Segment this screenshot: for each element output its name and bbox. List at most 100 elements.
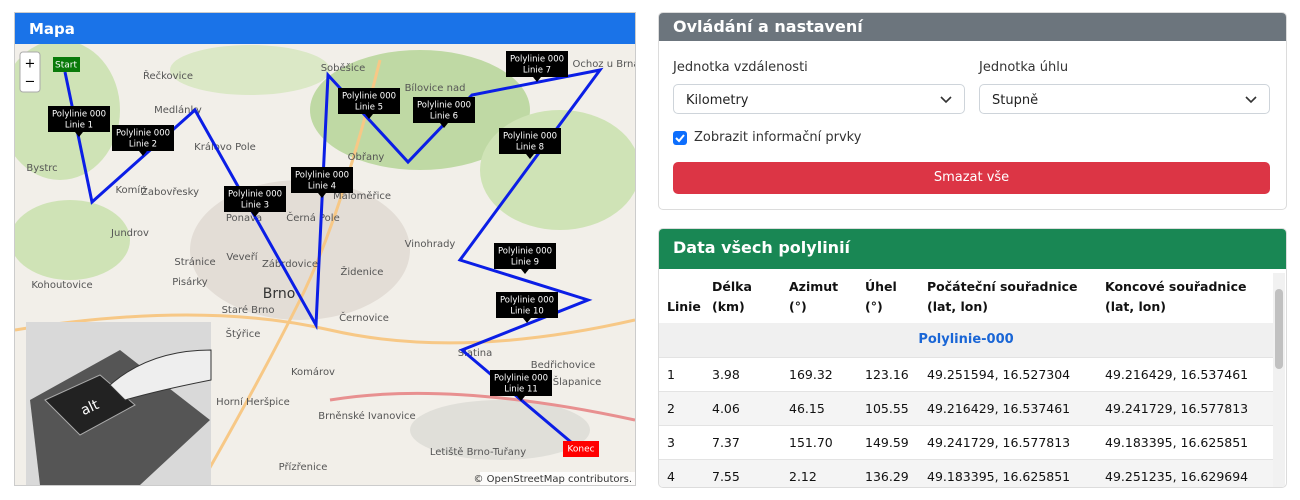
place-name: Černovice — [339, 311, 389, 324]
line-label-title: Polylinie 000 — [503, 132, 557, 142]
table-cell: 3 — [667, 435, 675, 450]
line-label-box — [490, 370, 552, 396]
line-label-title: Polylinie 000 — [498, 247, 552, 257]
alt-key — [44, 374, 136, 436]
line-label-pointer — [526, 154, 534, 159]
table-header: (lat, lon) — [927, 299, 988, 314]
line-label-title: Polylinie 000 — [510, 55, 564, 65]
distance-label: Jednotka vzdálenosti — [673, 60, 808, 75]
table-cell: 49.216429, 16.537461 — [927, 401, 1071, 416]
table-cell: 136.29 — [865, 469, 909, 484]
distance-select[interactable]: Kilometry — [673, 84, 965, 114]
table-cell: 7.37 — [712, 435, 740, 450]
line-label-name: Linie 5 — [355, 103, 383, 113]
table-cell: 49.241729, 16.577813 — [927, 435, 1071, 450]
place-name: Královo Pole — [194, 141, 256, 153]
end-label: Konec — [567, 445, 594, 455]
line-label-pointer — [251, 212, 259, 217]
map-title: Mapa — [15, 13, 635, 45]
line-label-name: Linie 7 — [523, 66, 551, 76]
table-cell: 49.183395, 16.625851 — [1105, 435, 1249, 450]
place-name: Jundrov — [110, 228, 149, 239]
line-label-pointer — [517, 396, 525, 401]
line-label-pointer — [318, 193, 326, 198]
table-cell: 4.06 — [712, 401, 740, 416]
line-label-title: Polylinie 000 — [500, 296, 554, 306]
line-label-pointer — [365, 114, 373, 119]
table-cell: 3.98 — [712, 367, 740, 382]
line-label-box — [494, 243, 556, 269]
table-cell: 123.16 — [865, 367, 909, 382]
line-label-title: Polylinie 000 — [228, 190, 282, 200]
line-label-box — [413, 97, 475, 123]
table-cell: 46.15 — [789, 401, 825, 416]
place-name: Bedřichovice — [531, 359, 596, 371]
table-header: (°) — [789, 299, 807, 314]
table-header: (km) — [712, 299, 745, 314]
angle-select[interactable]: Stupně — [979, 84, 1270, 114]
table-row — [659, 391, 1273, 426]
line-label-name: Linie 8 — [516, 143, 544, 153]
place-name: Horní Heršpice — [216, 396, 290, 408]
line-label-box — [224, 186, 286, 212]
table-cell: 49.251594, 16.527304 — [927, 367, 1071, 382]
table-header: Délka — [712, 279, 752, 294]
table-header: Linie — [667, 299, 701, 314]
line-label-pointer — [440, 123, 448, 128]
checkbox-label[interactable]: Zobrazit informační prvky — [694, 130, 862, 145]
alt-key-label: alt — [78, 397, 102, 419]
table-cell: 7.55 — [712, 469, 740, 484]
line-label-pointer — [523, 318, 531, 323]
table-cell: 49.241729, 16.577813 — [1105, 401, 1249, 416]
line-label-name: Linie 1 — [65, 121, 93, 131]
attribution: © OpenStreetMap contributors. — [473, 474, 632, 485]
place-name: Ponava — [226, 213, 262, 224]
chevron — [1245, 96, 1257, 104]
road — [198, 59, 382, 485]
line-label-name: Linie 6 — [430, 112, 458, 122]
place-name: Brno — [263, 286, 296, 302]
place-name: Veveří — [226, 251, 258, 263]
angle-value: Stupně — [992, 93, 1039, 108]
place-name: Žabovřesky — [141, 185, 199, 198]
table-cell: 105.55 — [865, 401, 909, 416]
place-name: Zábrdovice — [262, 258, 318, 270]
place-name: Řečkovice — [143, 69, 193, 82]
clear-button[interactable]: Smazat vše — [673, 162, 1270, 194]
line-label-title: Polylinie 000 — [417, 101, 471, 111]
line-label-pointer — [139, 151, 147, 156]
scrollbar[interactable] — [1273, 273, 1285, 487]
table-title: Data všech polylinií — [659, 229, 1286, 269]
line-label-box — [496, 292, 558, 318]
table-header: Úhel — [865, 279, 897, 294]
checkbox[interactable] — [673, 131, 687, 145]
line-label-box — [506, 51, 568, 77]
table-header: (lat, lon) — [1105, 299, 1166, 314]
polyline[interactable] — [63, 67, 604, 450]
group-label: Polylinie-000 — [918, 332, 1014, 347]
line-label-name: Linie 11 — [504, 385, 538, 395]
place-name: Komín — [115, 184, 146, 196]
zoom-control — [19, 51, 41, 93]
place-name: Bílovice nad — [405, 82, 466, 94]
place-name: Obřany — [348, 151, 385, 163]
place-name: Komárov — [291, 366, 335, 378]
place-name: Přízřenice — [279, 461, 328, 473]
place-name: Brněnské Ivanovice — [318, 410, 415, 422]
zoom-out[interactable]: − — [25, 75, 36, 90]
controls-title: Ovládání a nastavení — [659, 13, 1286, 41]
table-cell: 4 — [667, 469, 675, 484]
distance-value: Kilometry — [686, 93, 749, 108]
place-name: Ochoz u Brna — [572, 59, 635, 70]
table-cell: 49.216429, 16.537461 — [1105, 367, 1249, 382]
line-label-title: Polylinie 000 — [342, 92, 396, 102]
table-cell: 2 — [667, 401, 675, 416]
place-name: Staré Brno — [222, 304, 275, 316]
table-header: Azimut — [789, 279, 839, 294]
line-label-box — [338, 88, 400, 114]
zoom-in[interactable]: + — [25, 57, 36, 72]
line-label-box — [112, 125, 174, 151]
table-cell: 149.59 — [865, 435, 909, 450]
